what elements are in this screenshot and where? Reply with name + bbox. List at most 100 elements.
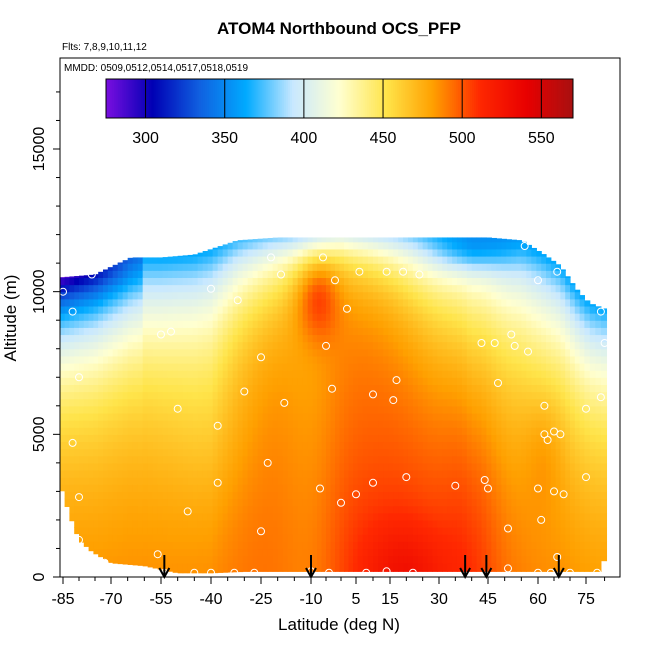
heatmap-cell [403, 384, 409, 393]
heatmap-cell [312, 237, 318, 243]
heatmap-cell [321, 355, 327, 364]
heatmap-cell [326, 263, 332, 271]
heatmap-cell [452, 370, 458, 378]
heatmap-cell [550, 519, 557, 528]
heatmap-cell [506, 270, 512, 278]
heatmap-cell [427, 548, 434, 557]
heatmap-cell [339, 484, 345, 492]
heatmap-cell [117, 448, 124, 457]
heatmap-cell [147, 391, 154, 400]
heatmap-cell [417, 313, 424, 321]
heatmap-cell [252, 348, 259, 357]
heatmap-cell [335, 327, 341, 336]
heatmap-cell [326, 470, 332, 478]
heatmap-cell [373, 370, 379, 378]
heatmap-cell [466, 555, 473, 564]
heatmap-cell [287, 491, 294, 500]
heatmap-cell [407, 527, 414, 535]
heatmap-cell [357, 391, 364, 400]
heatmap-cell [272, 505, 279, 514]
heatmap-cell [282, 434, 289, 443]
heatmap-cell [247, 370, 254, 378]
heatmap-cell [412, 370, 419, 378]
heatmap-cell [217, 434, 224, 443]
heatmap-cell [442, 377, 448, 385]
heatmap-cell [516, 348, 522, 357]
heatmap-cell [212, 491, 219, 500]
heatmap-cell [417, 341, 424, 350]
heatmap-cell [152, 291, 159, 300]
heatmap-cell [74, 291, 80, 300]
heatmap-cell [471, 334, 478, 343]
heatmap-cell [147, 441, 154, 450]
heatmap-cell [555, 477, 561, 485]
heatmap-cell [192, 348, 199, 357]
heatmap-cell [227, 355, 234, 364]
heatmap-cell [321, 363, 327, 371]
heatmap-cell [307, 405, 314, 414]
heatmap-cell [277, 405, 284, 414]
heatmap-cell [378, 448, 384, 457]
heatmap-cell [93, 341, 99, 350]
heatmap-cell [197, 470, 204, 478]
heatmap-cell [357, 270, 364, 278]
heatmap-cell [348, 455, 354, 464]
heatmap-cell [297, 341, 304, 350]
heatmap-cell [98, 519, 104, 528]
heatmap-cell [162, 327, 169, 336]
heatmap-cell [287, 334, 294, 343]
heatmap-cell [403, 519, 409, 528]
heatmap-cell [88, 291, 94, 300]
heatmap-cell [122, 270, 129, 278]
heatmap-cell [565, 355, 571, 364]
heatmap-cell [187, 355, 194, 364]
heatmap-cell [93, 527, 99, 535]
heatmap-cell [247, 391, 254, 400]
heatmap-cell [132, 305, 139, 314]
heatmap-cell [317, 569, 323, 572]
heatmap-cell [403, 241, 409, 250]
heatmap-cell [476, 370, 483, 378]
heatmap-cell [152, 298, 159, 307]
heatmap-cell [496, 470, 502, 478]
heatmap-cell [107, 491, 114, 500]
heatmap-cell [536, 327, 542, 336]
heatmap-cell [357, 398, 364, 407]
heatmap-cell [496, 341, 502, 350]
heatmap-cell [362, 491, 369, 500]
heatmap-cell [187, 391, 194, 400]
heatmap-cell [192, 377, 199, 385]
heatmap-cell [277, 277, 284, 286]
heatmap-cell [237, 348, 244, 357]
heatmap-cell [162, 305, 169, 314]
heatmap-cell [197, 348, 204, 357]
heatmap-cell [388, 434, 394, 443]
heatmap-cell [506, 505, 512, 514]
heatmap-cell [167, 384, 174, 393]
heatmap-cell [491, 427, 497, 435]
heatmap-cell [182, 534, 189, 542]
heatmap-cell [307, 527, 314, 535]
heatmap-cell [526, 334, 532, 343]
heatmap-cell [142, 391, 149, 400]
heatmap-cell [437, 270, 443, 278]
heatmap-cell [202, 270, 209, 278]
heatmap-cell [326, 462, 332, 471]
heatmap-cell [152, 377, 159, 385]
heatmap-cell [584, 541, 591, 550]
heatmap-cell [378, 569, 384, 572]
heatmap-cell [398, 420, 404, 428]
heatmap-cell [227, 384, 234, 393]
heatmap-cell [348, 470, 354, 478]
heatmap-cell [466, 562, 473, 571]
heatmap-cell [317, 248, 323, 257]
heatmap-cell [307, 327, 314, 336]
heatmap-cell [88, 548, 94, 552]
heatmap-cell [516, 377, 522, 385]
heatmap-cell [282, 241, 289, 250]
heatmap-cell [452, 355, 458, 364]
heatmap-cell [357, 434, 364, 443]
heatmap-cell [516, 291, 522, 300]
heatmap-cell [187, 298, 194, 307]
heatmap-cell [187, 427, 194, 435]
